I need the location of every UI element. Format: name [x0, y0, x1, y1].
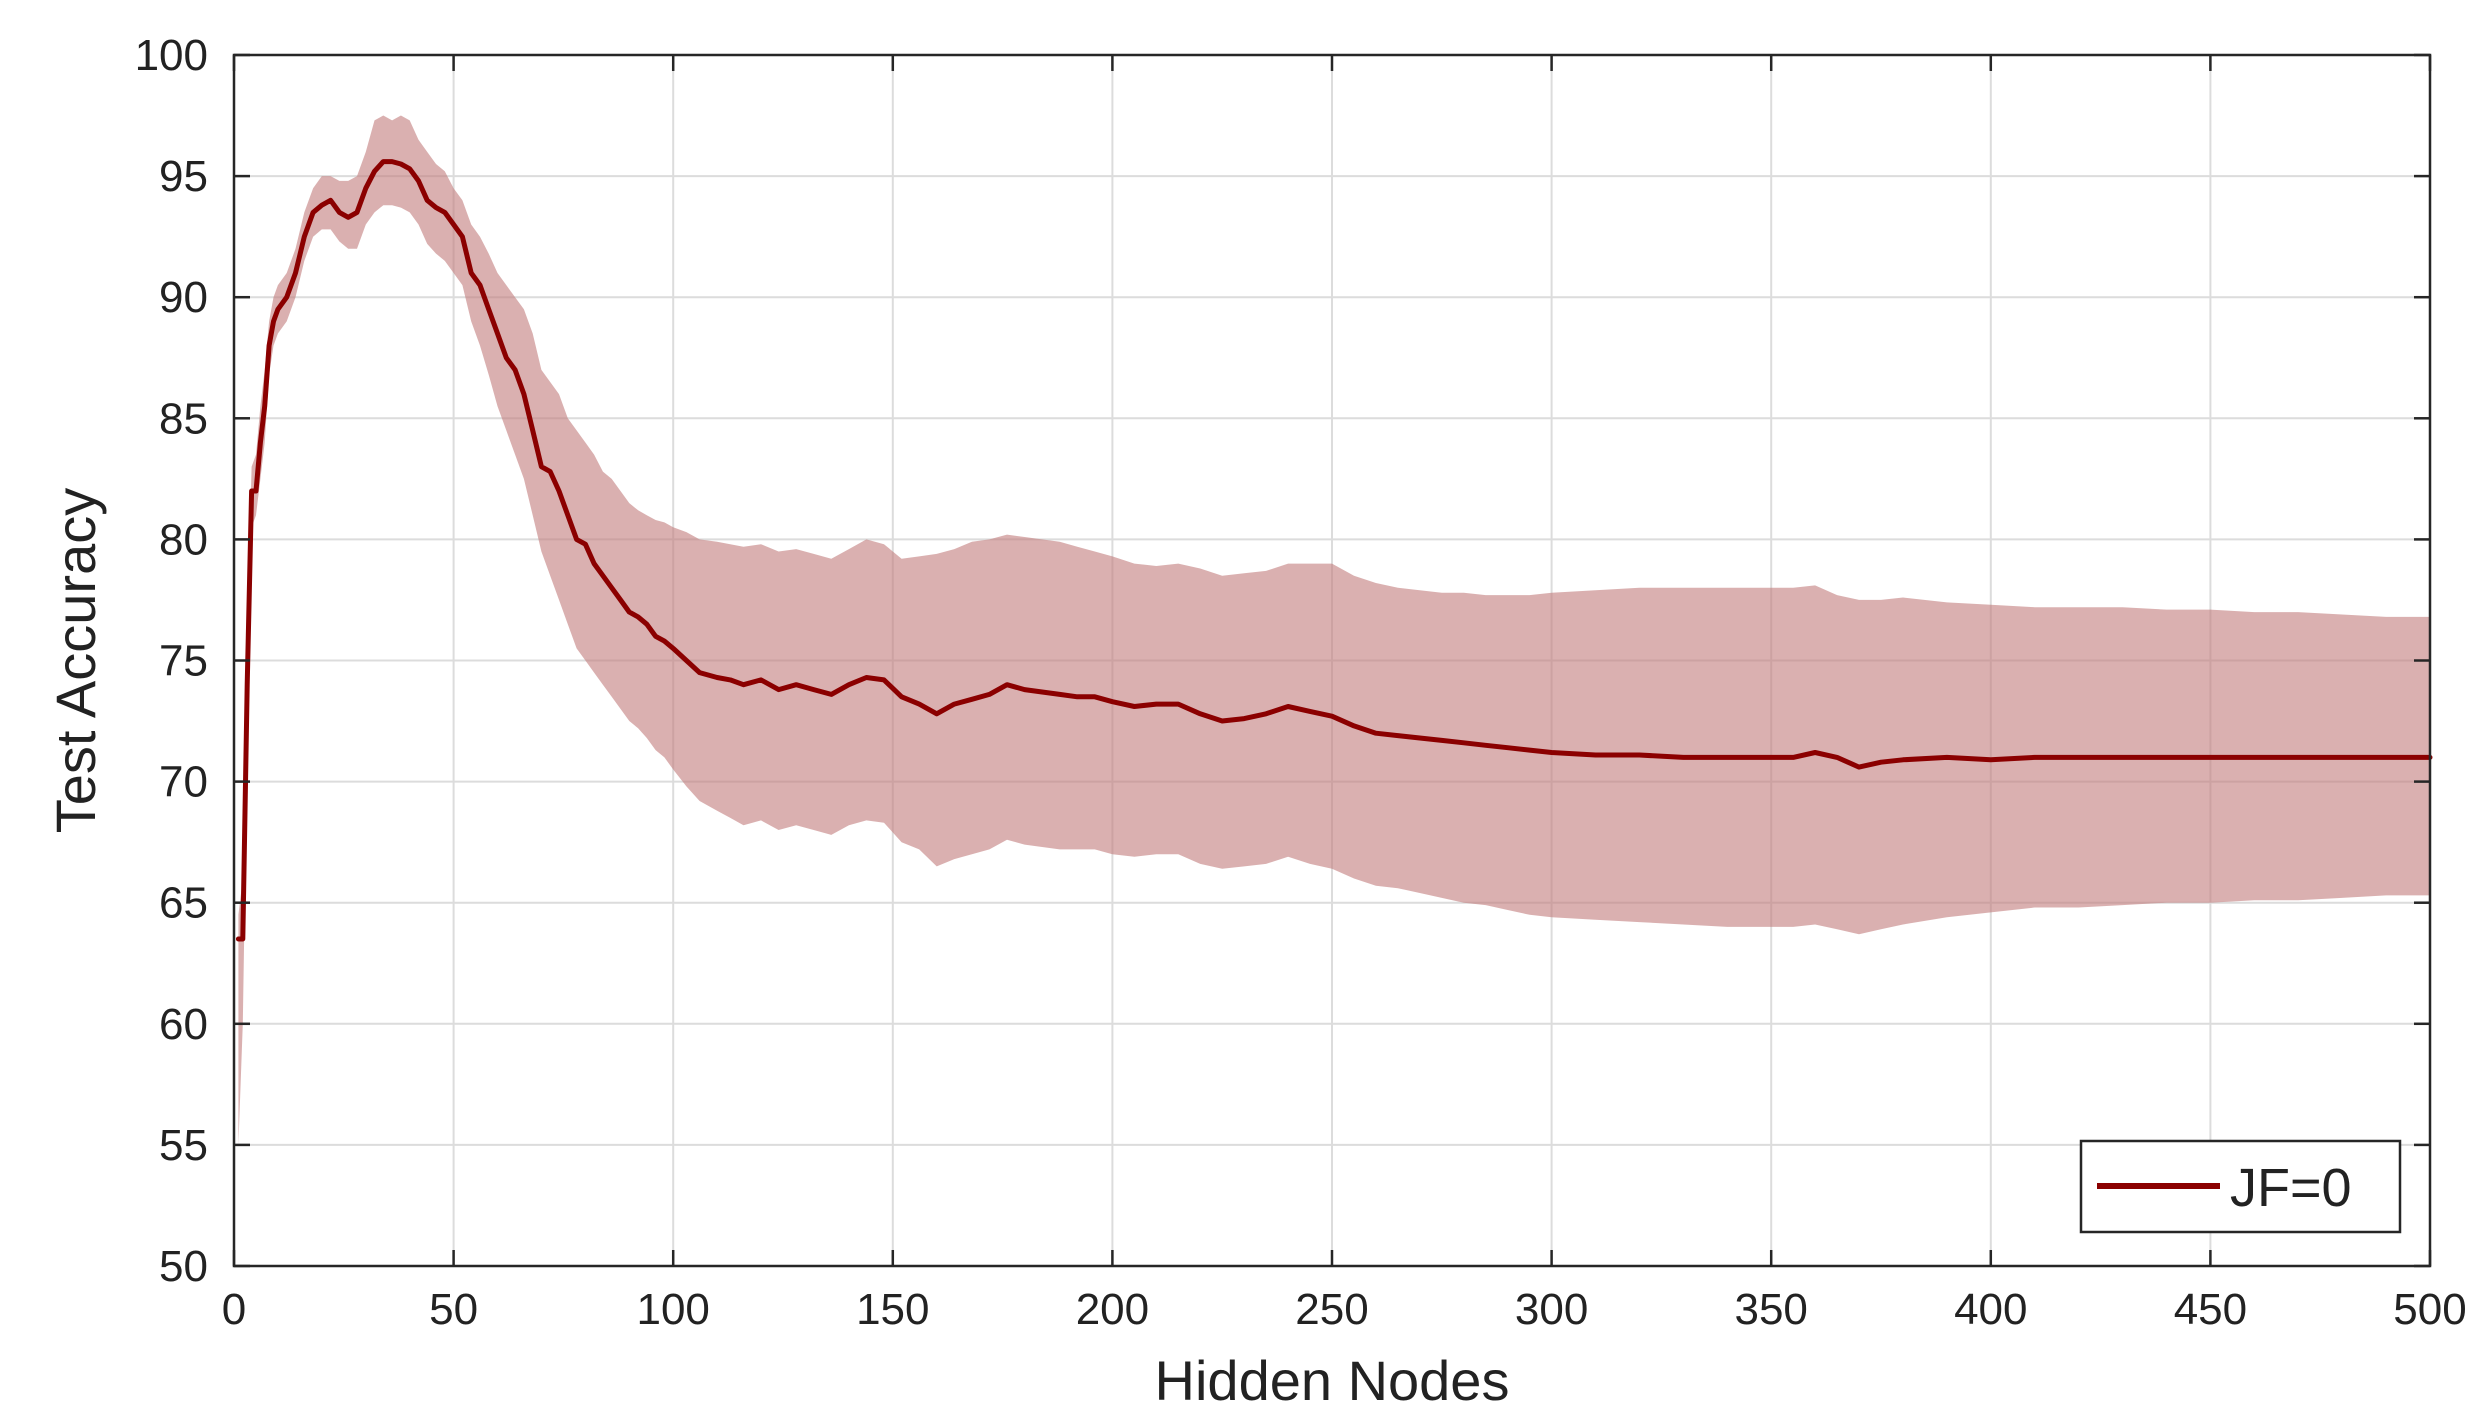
series-line-layer [235, 159, 2433, 942]
tick-marks [232, 53, 2432, 1268]
y-axis-label: Test Accuracy [44, 488, 107, 833]
y-tick-label: 55 [159, 1121, 208, 1170]
y-axis-tick-labels: 50 55 60 65 70 75 80 85 90 95 100 [135, 31, 208, 1291]
x-tick-label: 0 [222, 1285, 246, 1334]
x-tick-label: 400 [1954, 1285, 2027, 1334]
x-tick-label: 300 [1515, 1285, 1588, 1334]
x-tick-label: 250 [1295, 1285, 1368, 1334]
y-tick-label: 50 [159, 1242, 208, 1291]
y-tick-label: 95 [159, 152, 208, 201]
y-tick-label: 60 [159, 1000, 208, 1049]
y-tick-label: 85 [159, 394, 208, 443]
series-line-jf-0 [235, 159, 2433, 942]
x-tick-label: 450 [2174, 1285, 2247, 1334]
legend-label: JF=0 [2230, 1158, 2352, 1218]
confidence-band-layer [238, 115, 2431, 1145]
x-tick-label: 50 [429, 1285, 478, 1334]
legend: JF=0 [2079, 1139, 2402, 1234]
y-tick-label: 100 [135, 31, 208, 80]
y-tick-label: 80 [159, 515, 208, 564]
x-axis-tick-labels: 0 50 100 150 200 250 300 350 400 450 500 [222, 1285, 2467, 1334]
y-tick-label: 65 [159, 879, 208, 928]
x-tick-label: 500 [2393, 1285, 2466, 1334]
y-tick-label: 70 [159, 758, 208, 807]
x-axis-label: Hidden Nodes [1155, 1349, 1510, 1412]
x-tick-label: 100 [636, 1285, 709, 1334]
x-tick-label: 200 [1076, 1285, 1149, 1334]
x-tick-label: 150 [856, 1285, 929, 1334]
y-tick-label: 90 [159, 273, 208, 322]
y-tick-label: 75 [159, 637, 208, 686]
confidence-band [238, 115, 2431, 1145]
x-tick-label: 350 [1734, 1285, 1807, 1334]
